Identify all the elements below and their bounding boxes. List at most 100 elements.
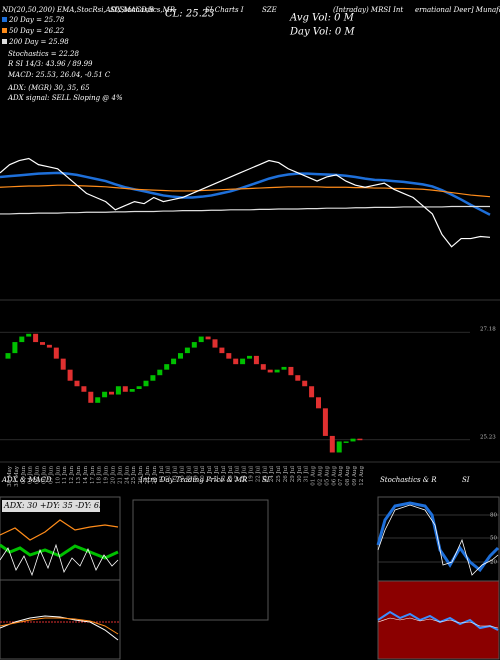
candle-body [74,380,80,387]
stat-text: Stochastics = 22.28 [8,50,79,58]
x-tick-label: 12 Jul [214,466,220,482]
x-tick-label: 25 Jul [276,466,282,482]
candle-body [240,358,246,365]
candle-body [157,369,163,376]
x-tick-label: 07 Aug [338,466,344,486]
candle-body [129,389,135,392]
x-tick-label: 31 May [14,465,20,487]
candle-body [19,336,25,343]
intraday-panel [132,499,269,621]
header-text: Day Vol: 0 M [289,27,355,38]
candle-body [60,358,66,370]
candle-body [226,353,232,359]
candle-body [295,375,301,381]
candle-body [46,344,52,348]
price-line [0,157,491,248]
x-tick-label: 11 Jun [62,466,68,484]
x-tick-label: 11 Jul [207,466,213,482]
adx-title: ADX & MACD [1,476,52,484]
x-tick-label: 26 Jun [138,466,144,484]
macd-line [0,615,119,641]
legend-label: 20 Day = 25.78 [8,16,65,24]
y-tick-label: 27.18 [480,327,496,333]
x-tick-label: 10 Jun [55,466,61,484]
candle-body [322,408,328,436]
x-tick-label: 15 Jul [221,466,227,482]
adx-panel [0,496,121,660]
x-tick-label: 05 Aug [324,466,330,486]
header-text: SI Charts I [205,6,244,14]
candle-body [53,347,59,359]
candle-body [33,333,39,343]
stat-text: ADX signal: SELL Sloping @ 4% [7,94,123,102]
x-tick-label: 03 Jun [21,466,27,484]
candle-body [164,364,170,370]
candle-body [198,336,204,343]
x-tick-label: 30 May [7,465,13,487]
x-tick-label: 02 Aug [318,466,324,486]
x-tick-label: 10 Jul [200,466,206,482]
x-tick-label: 12 Jun [69,466,75,484]
x-tick-label: 20 Jun [111,466,117,484]
candle-body [95,397,101,403]
stat-text: MACD: 25.53, 26.04, -0.51 C [7,71,111,79]
candle-body [233,358,239,365]
x-tick-label: 31 Jul [304,466,310,482]
candle-body [302,380,308,387]
minus-dy-line [0,543,119,577]
ma-line [0,205,490,215]
x-tick-label: 01 Aug [311,466,317,486]
x-tick-label: 17 Jun [90,466,96,484]
legend-swatch [2,17,7,22]
candle-body [184,347,190,354]
x-tick-label: 19 Jul [249,466,255,482]
candle-body [102,391,108,398]
candle-body [5,353,11,359]
x-tick-label: 03 Jul [173,466,179,482]
x-tick-label: 05 Jun [35,466,41,484]
plus-dy-line [0,543,119,560]
stat-text: ADX: (MGR) 30, 35, 65 [7,84,90,92]
x-tick-label: 05 Jul [180,466,186,482]
candle-body [247,355,252,359]
x-tick-label: 23 Jul [262,466,268,482]
candle-body [150,375,156,381]
header-text: SI,Stochastics,MR [110,6,176,14]
candle-body [336,441,342,453]
candle-body [122,386,128,392]
candle-body [288,366,294,376]
adx-line [0,519,119,541]
x-tick-label: 17 Jul [235,466,241,482]
candle-body [26,333,32,337]
header-text: (Intraday) MRSI Int [333,6,403,14]
candle-body [357,438,363,441]
stoch-tick: 80 [490,513,497,519]
stoch-title: Stochastics & R [380,476,437,484]
candle-body [88,391,94,403]
adx-label: ADX: 30 +DY: 35 -DY: 65 [3,501,104,510]
signal-line [0,617,119,635]
candle-body [205,336,211,340]
candle-body [81,386,87,392]
x-tick-label: 01 Jul [159,466,165,482]
candle-body [212,339,218,348]
candle-body [109,391,114,395]
legend-swatch [2,28,7,33]
candle-body [309,386,315,398]
candle-body [115,386,121,395]
candle-body [12,342,18,354]
x-tick-label: 09 Aug [352,466,358,486]
x-tick-label: 26 Jul [283,466,289,482]
stoch-tick: 50 [490,536,497,542]
x-tick-label: 18 Jul [242,466,248,482]
candle-body [274,369,280,373]
candle-body [260,364,266,370]
x-tick-label: 30 Jul [297,466,303,482]
header-text: ND(20,50,200) EMA,StocRsi,ADX,MACD,B [1,6,154,14]
stoch-title-2: SI [462,476,470,484]
ma-line [0,184,491,198]
candle-body [67,369,73,381]
x-tick-label: 18 Jun [97,466,103,484]
x-tick-label: 24 Jul [269,466,275,482]
